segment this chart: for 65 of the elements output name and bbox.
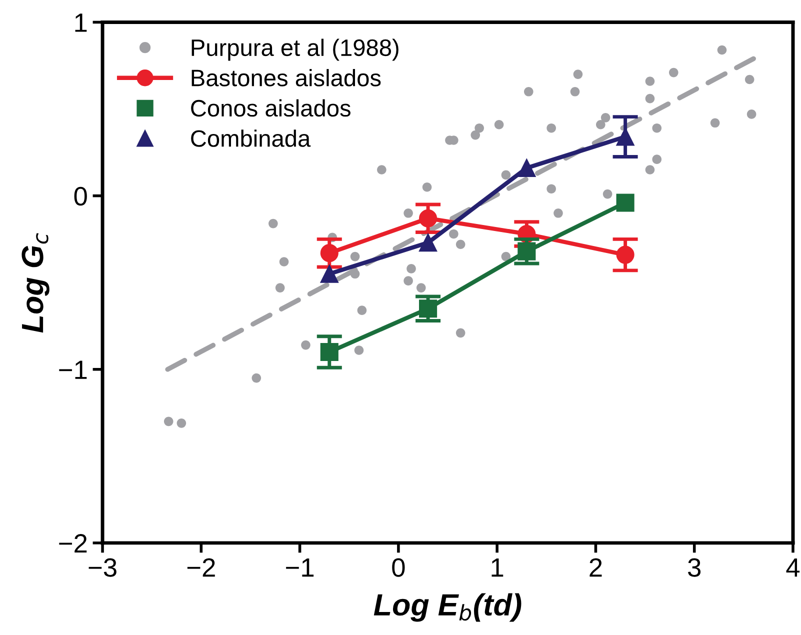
legend-label: Conos aislados	[191, 99, 350, 117]
x-tick-label: 2	[590, 558, 602, 577]
point	[524, 86, 534, 96]
point	[518, 158, 536, 178]
point	[416, 283, 426, 292]
point	[377, 165, 386, 174]
point	[474, 123, 484, 133]
point	[501, 170, 511, 180]
legend-label: Bastones aislados	[192, 69, 381, 86]
point	[600, 113, 610, 122]
point	[602, 189, 612, 199]
point	[616, 194, 634, 212]
point	[652, 154, 662, 164]
y-tick-label: −1	[59, 360, 87, 379]
point	[404, 276, 413, 286]
point	[320, 264, 338, 283]
point	[350, 252, 360, 262]
point	[494, 120, 504, 130]
point	[645, 94, 655, 104]
legend-label: Combinada	[191, 130, 311, 147]
point	[268, 218, 278, 228]
point	[354, 346, 364, 355]
point	[404, 208, 413, 218]
x-tick-label: −1	[286, 558, 314, 577]
point	[668, 68, 678, 78]
point	[645, 165, 655, 174]
point	[164, 416, 174, 426]
x-tick-label: 3	[688, 558, 701, 577]
y-axis-title: Log G$_{c}$	[22, 233, 50, 333]
point	[652, 123, 662, 133]
x-tick-label: −2	[187, 558, 215, 577]
point	[554, 208, 563, 218]
point	[717, 45, 727, 55]
point	[419, 234, 438, 252]
point	[275, 283, 285, 292]
point	[744, 74, 754, 84]
point	[570, 86, 580, 96]
point	[546, 123, 556, 133]
x-tick-label: 1	[492, 558, 504, 577]
point	[573, 70, 583, 79]
point	[301, 340, 310, 350]
point	[456, 328, 466, 338]
point	[279, 257, 289, 266]
point	[710, 118, 720, 128]
point	[422, 182, 432, 192]
y-tick-label: 0	[74, 186, 87, 206]
y-tick-label: 1	[75, 14, 87, 32]
y-tick-label: −2	[59, 534, 87, 552]
point	[176, 418, 186, 428]
point	[596, 120, 606, 130]
point	[406, 264, 416, 274]
x-tick-label: 4	[786, 558, 800, 577]
point	[456, 240, 466, 250]
point	[357, 306, 367, 316]
point	[645, 76, 655, 86]
x-tick-label: −3	[88, 558, 116, 577]
x-tick-label: 0	[392, 558, 405, 577]
point	[546, 184, 556, 194]
point	[746, 110, 756, 119]
point	[449, 229, 458, 239]
legend-label: Purpura et al (1988)	[192, 38, 398, 61]
point	[501, 252, 511, 262]
point	[252, 373, 262, 383]
x-axis-title: Log E$_{b}$(td)	[374, 593, 522, 622]
point	[470, 130, 480, 140]
